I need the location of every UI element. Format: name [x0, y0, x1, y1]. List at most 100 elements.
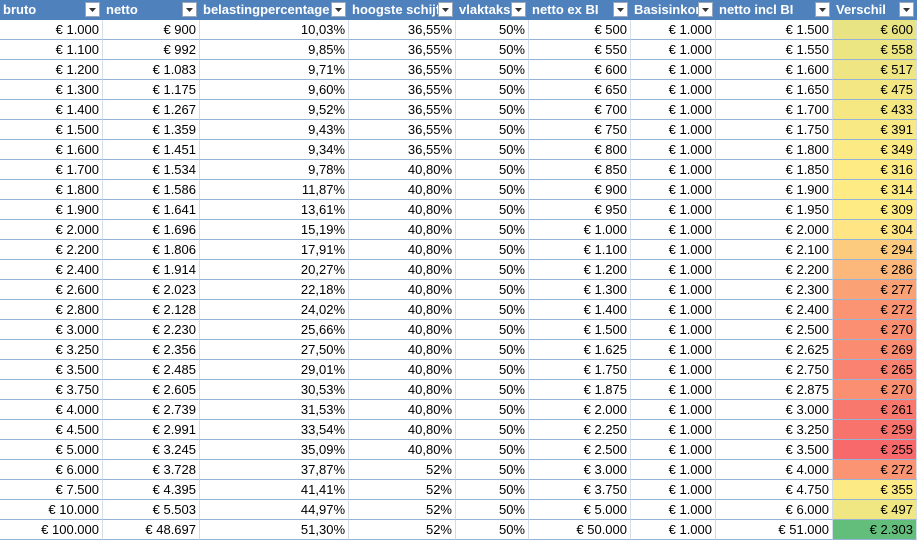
table-cell: 52%: [349, 500, 456, 520]
table-cell: € 10.000: [0, 500, 103, 520]
table-cell: 40,80%: [349, 340, 456, 360]
table-cell: 17,91%: [200, 240, 349, 260]
table-cell: € 3.250: [716, 420, 833, 440]
table-cell: € 1.300: [529, 280, 631, 300]
table-cell: € 1.000: [631, 120, 716, 140]
table-cell: € 1.600: [716, 60, 833, 80]
table-cell: 50%: [456, 360, 529, 380]
filter-button[interactable]: [899, 2, 914, 17]
filter-button[interactable]: [438, 2, 453, 17]
dropdown-arrow: [617, 8, 624, 12]
table-cell: 36,55%: [349, 140, 456, 160]
table-cell: € 5.000: [0, 440, 103, 460]
table-cell: 40,80%: [349, 240, 456, 260]
header-label: netto ex BI: [532, 2, 599, 17]
table-cell: € 355: [833, 480, 917, 500]
table-cell: € 6.000: [716, 500, 833, 520]
filter-button[interactable]: [815, 2, 830, 17]
table-cell: € 1.550: [716, 40, 833, 60]
table-cell: € 1.000: [631, 60, 716, 80]
table-cell: 9,43%: [200, 120, 349, 140]
table-cell: € 294: [833, 240, 917, 260]
table-cell: € 1.000: [631, 160, 716, 180]
table-cell: € 255: [833, 440, 917, 460]
table-cell: € 7.500: [0, 480, 103, 500]
dropdown-arrow: [903, 8, 910, 12]
filter-button[interactable]: [511, 2, 526, 17]
table-cell: € 4.395: [103, 480, 200, 500]
table-cell: € 1.300: [0, 80, 103, 100]
table-cell: 22,18%: [200, 280, 349, 300]
table-cell: € 2.303: [833, 520, 917, 540]
table-cell: 40,80%: [349, 380, 456, 400]
table-cell: € 1.000: [631, 220, 716, 240]
table-cell: € 1.696: [103, 220, 200, 240]
table-cell: € 1.000: [631, 180, 716, 200]
table-cell: € 2.400: [0, 260, 103, 280]
table-cell: 50%: [456, 420, 529, 440]
table-cell: 50%: [456, 200, 529, 220]
table-cell: € 1.950: [716, 200, 833, 220]
table-cell: 11,87%: [200, 180, 349, 200]
table-cell: € 3.000: [529, 460, 631, 480]
table-cell: € 850: [529, 160, 631, 180]
table-cell: 44,97%: [200, 500, 349, 520]
table-cell: 36,55%: [349, 100, 456, 120]
table-cell: 10,03%: [200, 20, 349, 40]
table-cell: 50%: [456, 20, 529, 40]
table-cell: € 1.000: [631, 420, 716, 440]
table-cell: € 2.739: [103, 400, 200, 420]
table-cell: € 304: [833, 220, 917, 240]
header-cell: belastingpercentage: [200, 0, 349, 20]
table-cell: € 2.300: [716, 280, 833, 300]
table-cell: € 750: [529, 120, 631, 140]
table-cell: 36,55%: [349, 80, 456, 100]
header-label: netto: [106, 2, 138, 17]
table-cell: € 1.000: [631, 300, 716, 320]
header-label: Basisinkomen: [634, 2, 698, 17]
table-cell: € 1.700: [0, 160, 103, 180]
table-cell: € 1.900: [0, 200, 103, 220]
table-cell: 50%: [456, 340, 529, 360]
table-cell: € 992: [103, 40, 200, 60]
table-cell: € 1.000: [631, 100, 716, 120]
filter-button[interactable]: [331, 2, 346, 17]
table-cell: € 5.000: [529, 500, 631, 520]
header-cell: netto incl BI: [716, 0, 833, 20]
table-cell: 36,55%: [349, 120, 456, 140]
filter-button[interactable]: [182, 2, 197, 17]
filter-button[interactable]: [613, 2, 628, 17]
table-cell: € 2.023: [103, 280, 200, 300]
table-cell: 50%: [456, 180, 529, 200]
table-cell: 50%: [456, 440, 529, 460]
table-cell: € 1.200: [529, 260, 631, 280]
table-cell: € 3.500: [0, 360, 103, 380]
table-cell: 50%: [456, 260, 529, 280]
table-cell: 9,34%: [200, 140, 349, 160]
table-cell: 40,80%: [349, 160, 456, 180]
table-cell: € 950: [529, 200, 631, 220]
table-cell: € 3.500: [716, 440, 833, 460]
table-cell: € 3.728: [103, 460, 200, 480]
table-cell: 36,55%: [349, 60, 456, 80]
table-cell: € 1.000: [631, 480, 716, 500]
filter-button[interactable]: [698, 2, 713, 17]
filter-button[interactable]: [85, 2, 100, 17]
table-cell: € 349: [833, 140, 917, 160]
table-cell: € 1.000: [631, 20, 716, 40]
table-cell: € 1.586: [103, 180, 200, 200]
table-cell: € 1.000: [631, 140, 716, 160]
header-label: hoogste schijf: [352, 2, 438, 17]
table-cell: 37,87%: [200, 460, 349, 480]
table-cell: 9,78%: [200, 160, 349, 180]
table-cell: € 550: [529, 40, 631, 60]
table-cell: € 3.000: [716, 400, 833, 420]
table-cell: 50%: [456, 140, 529, 160]
table-cell: € 1.000: [631, 200, 716, 220]
table-cell: € 1.000: [631, 80, 716, 100]
table-cell: 9,71%: [200, 60, 349, 80]
table-cell: € 1.800: [0, 180, 103, 200]
table-cell: 9,85%: [200, 40, 349, 60]
table-cell: 40,80%: [349, 440, 456, 460]
